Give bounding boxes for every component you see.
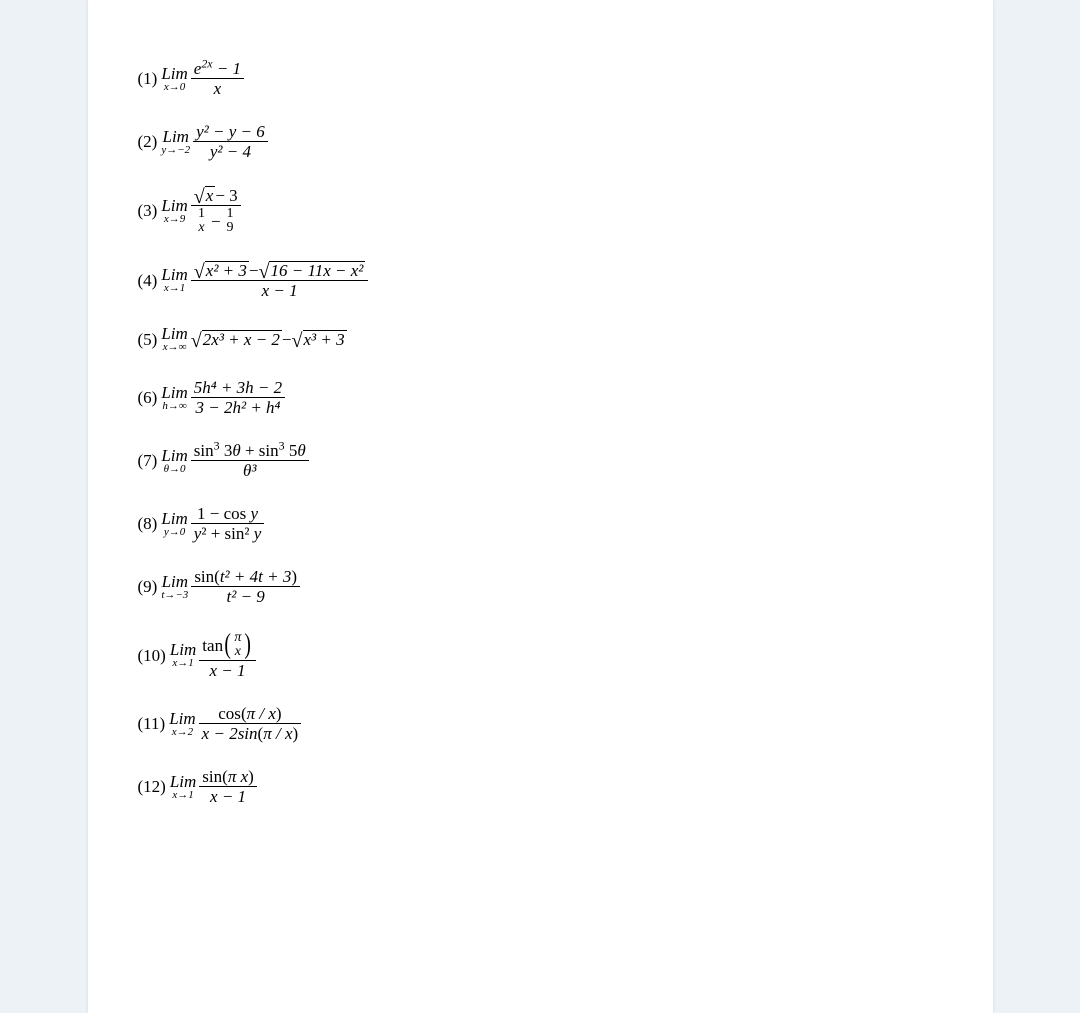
problem-10: (10) Lim x→1 tan ( π x ) x − 1 <box>138 631 943 679</box>
sqrt: √2x³ + x − 2 <box>191 330 282 348</box>
limit-operator: Lim y→0 <box>161 510 187 538</box>
fraction: sin (π x) x − 1 <box>199 768 257 805</box>
sqrt: √x³ + 3 <box>292 330 347 348</box>
sqrt: √x² + 3 <box>194 261 249 279</box>
problem-4: (4) Lim x→1 √x² + 3 − √16 − 11x − x² x −… <box>138 261 943 299</box>
problem-label: (5) <box>138 331 158 348</box>
fraction: y² − y − 6 y² − 4 <box>193 123 268 160</box>
problem-label: (1) <box>138 70 158 87</box>
limit-operator: Lim x→∞ <box>161 325 187 353</box>
problem-8: (8) Lim y→0 1 − cos y y² + sin² y <box>138 505 943 542</box>
limit-operator: Lim x→1 <box>170 773 196 801</box>
problem-11: (11) Lim x→2 cos (π / x) x − 2sin (π / x… <box>138 705 943 742</box>
problem-label: (4) <box>138 272 158 289</box>
limit-operator: Lim x→2 <box>169 710 195 738</box>
fraction: √x² + 3 − √16 − 11x − x² x − 1 <box>191 261 369 299</box>
problem-label: (11) <box>138 715 166 732</box>
sqrt: √x <box>194 186 216 204</box>
problem-1: (1) Lim x→0 e2x − 1 x <box>138 60 943 97</box>
limit-operator: Lim t→−3 <box>161 573 188 601</box>
problem-3: (3) Lim x→9 √x − 3 1 x − 1 9 <box>138 186 943 235</box>
fraction: 5h⁴ + 3h − 2 3 − 2h² + h⁴ <box>191 379 285 416</box>
problem-6: (6) Lim h→∞ 5h⁴ + 3h − 2 3 − 2h² + h⁴ <box>138 379 943 416</box>
problem-label: (6) <box>138 389 158 406</box>
limit-operator: Lim θ→0 <box>161 447 187 475</box>
fraction: 1 − cos y y² + sin² y <box>191 505 264 542</box>
fraction: √x − 3 1 x − 1 9 <box>191 186 241 235</box>
limit-operator: Lim x→0 <box>161 65 187 93</box>
fraction: cos (π / x) x − 2sin (π / x) <box>199 705 302 742</box>
limit-operator: Lim x→1 <box>161 266 187 294</box>
problem-label: (8) <box>138 515 158 532</box>
problem-label: (7) <box>138 452 158 469</box>
limit-operator: Lim x→1 <box>170 641 196 669</box>
fraction: sin3 3θ + sin3 5θ θ³ <box>191 442 309 479</box>
problem-2: (2) Lim y→−2 y² − y − 6 y² − 4 <box>138 123 943 160</box>
problem-9: (9) Lim t→−3 sin (t² + 4t + 3) t² − 9 <box>138 568 943 605</box>
fraction: e2x − 1 x <box>191 60 244 97</box>
fraction: sin (t² + 4t + 3) t² − 9 <box>191 568 300 605</box>
fraction: tan ( π x ) x − 1 <box>199 631 255 679</box>
problem-label: (9) <box>138 578 158 595</box>
problem-label: (2) <box>138 133 158 150</box>
problem-5: (5) Lim x→∞ √2x³ + x − 2 − √x³ + 3 <box>138 325 943 353</box>
problem-7: (7) Lim θ→0 sin3 3θ + sin3 5θ θ³ <box>138 442 943 479</box>
sqrt: √16 − 11x − x² <box>259 261 366 279</box>
problem-label: (10) <box>138 647 166 664</box>
limit-operator: Lim x→9 <box>161 197 187 225</box>
problem-label: (3) <box>138 202 158 219</box>
problem-label: (12) <box>138 778 166 795</box>
document-page: (1) Lim x→0 e2x − 1 x (2) Lim y→−2 y² − … <box>88 0 993 1013</box>
limit-operator: Lim h→∞ <box>161 384 187 412</box>
problem-12: (12) Lim x→1 sin (π x) x − 1 <box>138 768 943 805</box>
limit-operator: Lim y→−2 <box>161 128 190 156</box>
